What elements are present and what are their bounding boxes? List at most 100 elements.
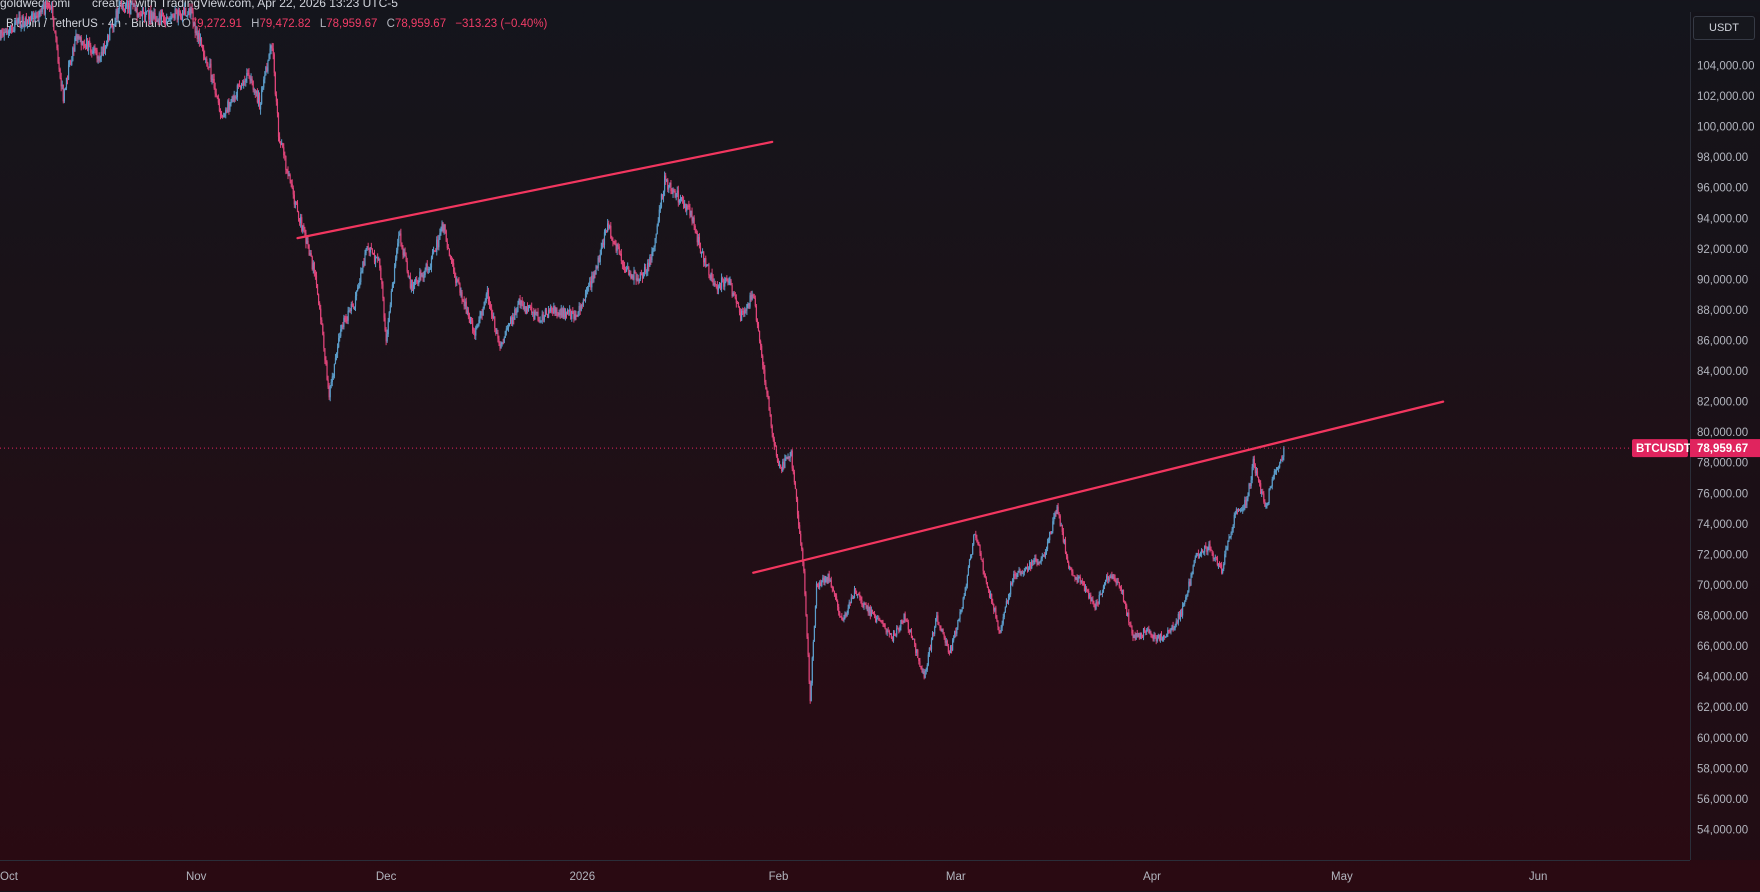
candle-down bbox=[453, 262, 455, 272]
candle-down bbox=[155, 16, 157, 22]
candle-up bbox=[484, 300, 486, 302]
candle-down bbox=[1132, 633, 1134, 638]
candle-down bbox=[1205, 545, 1207, 548]
candle-down bbox=[1006, 601, 1009, 603]
high-value: 79,472.82 bbox=[259, 18, 311, 30]
candle-up bbox=[64, 88, 67, 90]
time-tick-label: Nov bbox=[186, 871, 207, 883]
candle-up bbox=[646, 271, 648, 273]
candle-down bbox=[1164, 635, 1166, 638]
candle-down bbox=[344, 317, 346, 319]
candle-up bbox=[359, 281, 361, 287]
candle-down bbox=[1254, 465, 1256, 474]
candle-up bbox=[562, 308, 564, 318]
candle-up bbox=[361, 270, 363, 273]
candle-up bbox=[1157, 634, 1159, 638]
candle-up bbox=[850, 597, 852, 604]
candle-down bbox=[70, 60, 72, 65]
candle-down bbox=[159, 13, 161, 20]
candle-up bbox=[525, 307, 528, 313]
candle-down bbox=[123, 8, 126, 10]
candle-up bbox=[586, 286, 589, 291]
candle-down bbox=[33, 13, 35, 18]
candle-down bbox=[634, 271, 636, 274]
candle-down bbox=[377, 256, 379, 260]
candle-down bbox=[232, 96, 234, 102]
time-tick-label: May bbox=[1331, 871, 1353, 883]
candle-down bbox=[738, 307, 741, 313]
candle-up bbox=[255, 91, 257, 94]
candle-down bbox=[765, 382, 767, 389]
candle-down bbox=[165, 21, 167, 24]
price-tag-background bbox=[1690, 439, 1760, 458]
candle-down bbox=[325, 360, 327, 363]
candle-down bbox=[907, 622, 909, 630]
candle-down bbox=[986, 582, 989, 588]
candle-up bbox=[604, 231, 607, 233]
candle-up bbox=[912, 638, 915, 640]
candle-down bbox=[1258, 480, 1261, 484]
candle-down bbox=[470, 318, 473, 321]
candle-down bbox=[830, 580, 832, 588]
candle-up bbox=[1227, 540, 1229, 548]
trendline-1[interactable] bbox=[296, 140, 774, 240]
candle-up bbox=[347, 310, 349, 321]
candle-down bbox=[755, 305, 757, 321]
currency-selector[interactable]: USDT bbox=[1693, 16, 1755, 40]
candle-down bbox=[992, 602, 994, 605]
candle-up bbox=[523, 306, 525, 309]
time-axis[interactable] bbox=[0, 860, 1690, 892]
candle-down bbox=[615, 244, 617, 251]
candle-up bbox=[1235, 509, 1237, 514]
candle-up bbox=[1016, 573, 1018, 577]
price-tick-label: 64,000.00 bbox=[1697, 672, 1748, 684]
candle-up bbox=[889, 633, 891, 635]
price-tick-label: 70,000.00 bbox=[1697, 580, 1748, 592]
candle-up bbox=[1031, 560, 1033, 569]
candle-up bbox=[686, 205, 688, 211]
candle-up bbox=[1247, 495, 1249, 500]
candle-up bbox=[396, 250, 398, 259]
candle-down bbox=[238, 85, 241, 87]
candle-up bbox=[390, 291, 392, 305]
candle-up bbox=[17, 18, 19, 22]
candle-up bbox=[659, 206, 661, 210]
candle-up bbox=[1166, 633, 1168, 637]
candle-down bbox=[997, 620, 999, 628]
price-scale[interactable] bbox=[1690, 12, 1760, 860]
candle-up bbox=[1084, 587, 1087, 592]
candle-up bbox=[482, 308, 484, 316]
candle-down bbox=[549, 310, 551, 312]
candle-up bbox=[187, 14, 189, 16]
candle-down bbox=[488, 301, 491, 306]
candle-up bbox=[174, 9, 176, 19]
candle-up bbox=[1226, 547, 1228, 550]
symbol-title[interactable]: Bitcoin / TetherUS · 4h · Binance bbox=[6, 18, 173, 30]
candle-down bbox=[837, 601, 839, 607]
candle-up bbox=[195, 31, 197, 33]
candle-down bbox=[1138, 633, 1140, 638]
candle-up bbox=[922, 671, 924, 673]
candle-down bbox=[775, 446, 778, 456]
candle-down bbox=[1090, 594, 1092, 602]
candle-up bbox=[639, 273, 641, 280]
price-tag-value: 78,959.67 bbox=[1697, 443, 1748, 455]
candle-down bbox=[800, 533, 802, 543]
trendline-2[interactable] bbox=[752, 400, 1445, 574]
candle-up bbox=[186, 15, 188, 17]
candle-up bbox=[338, 337, 340, 348]
candle-up bbox=[394, 258, 397, 267]
price-tick-label: 80,000.00 bbox=[1697, 427, 1748, 439]
candle-down bbox=[796, 498, 799, 515]
candle-down bbox=[674, 191, 676, 198]
candle-up bbox=[1233, 514, 1235, 525]
candle-down bbox=[1154, 634, 1156, 637]
candle-up bbox=[1213, 558, 1215, 560]
candle-down bbox=[1021, 571, 1023, 574]
trendlines-layer[interactable] bbox=[296, 140, 1445, 574]
candle-down bbox=[404, 252, 406, 256]
candle-down bbox=[435, 250, 437, 252]
candle-up bbox=[989, 593, 992, 597]
candle-down bbox=[1026, 566, 1029, 570]
